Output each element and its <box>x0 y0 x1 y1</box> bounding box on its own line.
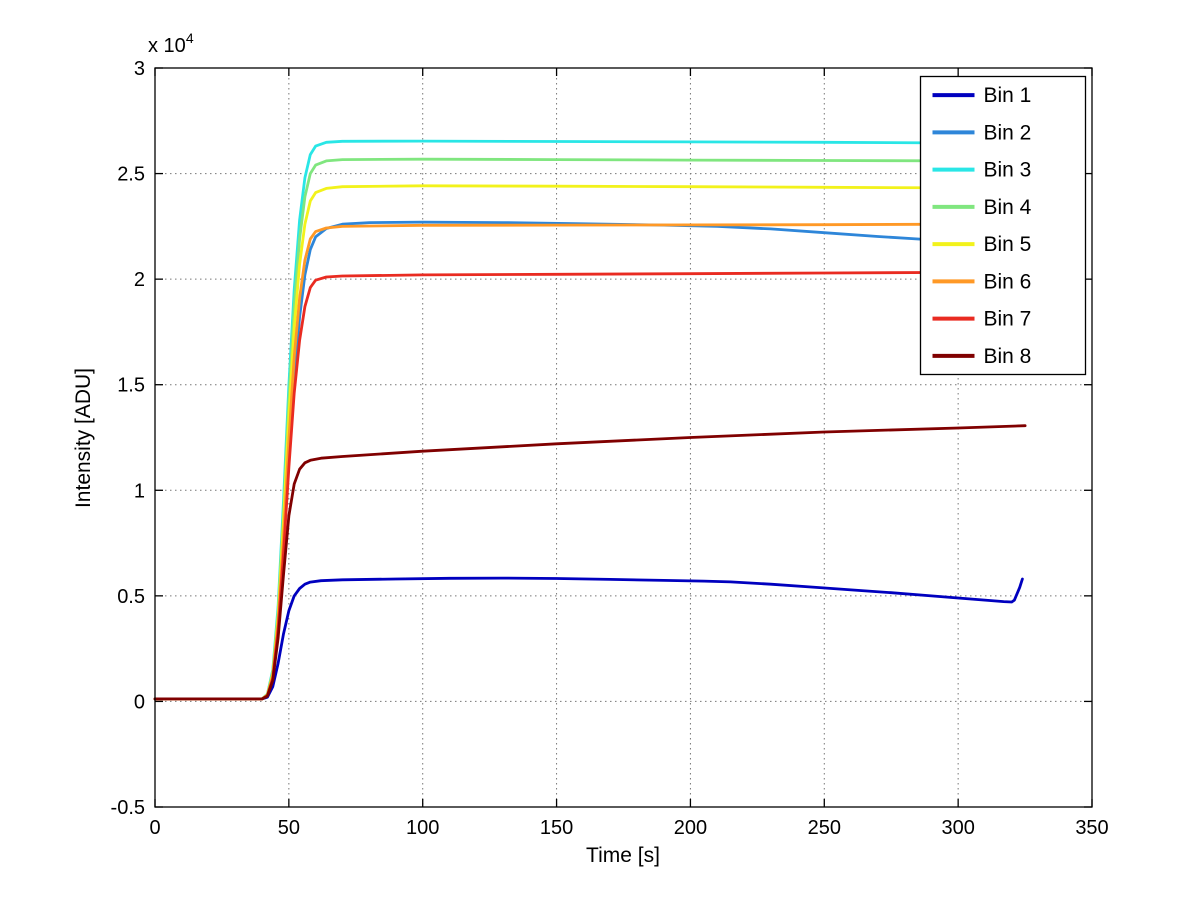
legend-label: Bin 2 <box>984 121 1032 144</box>
legend-label: Bin 3 <box>984 159 1032 182</box>
y-tick-label: 0.5 <box>117 586 145 608</box>
legend-label: Bin 6 <box>984 270 1032 293</box>
y-tick-label: 1 <box>134 480 145 502</box>
x-tick-label: 100 <box>406 817 439 839</box>
legend-label: Bin 4 <box>984 196 1032 219</box>
x-tick-label: 250 <box>808 817 841 839</box>
x-axis-label: Time [s] <box>586 844 660 867</box>
y-tick-label: 1.5 <box>117 375 145 397</box>
legend-label: Bin 7 <box>984 308 1032 331</box>
y-tick-label: -0.5 <box>111 797 145 819</box>
legend-item: Bin 7 <box>932 308 1032 331</box>
axes-box <box>154 67 1093 808</box>
legend: Bin 1 Bin 2 Bin 3 Bin 4 Bin 5 Bin 6 Bin 7 Bin 8 <box>919 75 1087 376</box>
y-tick-label: 2 <box>134 269 145 291</box>
series-lines <box>153 139 1027 701</box>
legend-item: Bin 8 <box>932 345 1032 368</box>
legend-item: Bin 2 <box>932 121 1032 144</box>
legend-item: Bin 4 <box>932 196 1032 219</box>
y-tick-label: 3 <box>134 58 145 80</box>
y-axis-multiplier-exponent: 4 <box>186 30 194 46</box>
legend-item: Bin 5 <box>932 233 1032 256</box>
y-tick-label: 2.5 <box>117 164 145 186</box>
legend-label: Bin 5 <box>984 233 1032 256</box>
legend-item: Bin 1 <box>932 84 1032 107</box>
y-axis-multiplier-base: x 10 <box>148 35 186 57</box>
x-tick-label: 300 <box>941 817 974 839</box>
x-tick-label: 50 <box>278 817 300 839</box>
tick-labels: 0 50 100 150 200 250 300 350-0.500.511.522.53 <box>111 58 1109 839</box>
y-axis-label: Intensity [ADU] <box>72 368 95 508</box>
y-axis-multiplier: x 104 <box>148 30 194 57</box>
legend-item: Bin 6 <box>932 270 1032 293</box>
legend-box <box>919 75 1087 376</box>
series-line-bin-8 <box>153 424 1027 701</box>
x-tick-label: 0 <box>149 817 160 839</box>
y-tick-label: 0 <box>134 691 145 713</box>
legend-label: Bin 1 <box>984 84 1032 107</box>
series-line-bin-1 <box>153 576 1024 701</box>
x-tick-label: 350 <box>1075 817 1108 839</box>
axes-frame <box>154 67 1093 808</box>
legend-label: Bin 8 <box>984 345 1032 368</box>
x-tick-label: 200 <box>674 817 707 839</box>
legend-item: Bin 3 <box>932 159 1032 182</box>
x-tick-label: 150 <box>540 817 573 839</box>
